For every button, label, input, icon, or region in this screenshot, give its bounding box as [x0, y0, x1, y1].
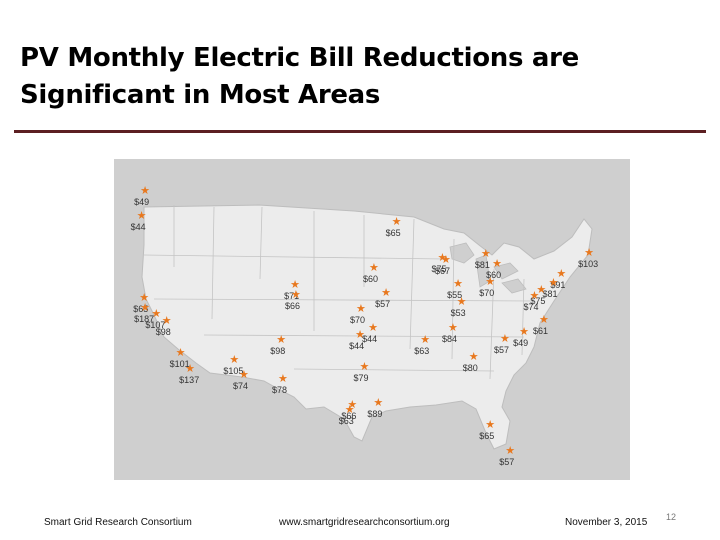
footer-org: Smart Grid Research Consortium [44, 517, 192, 528]
bill-reduction-label: $71 [284, 291, 300, 302]
bill-reduction-label: $55 [447, 290, 463, 301]
star-icon: ★ [369, 261, 379, 274]
star-icon: ★ [536, 284, 547, 297]
bill-reduction-label: $101 [169, 359, 190, 370]
bill-reduction-label: $91 [550, 279, 566, 290]
bill-reduction-label: $44 [130, 222, 146, 233]
bill-reduction-label: $63 [414, 346, 430, 357]
bill-reduction-label: $65 [133, 304, 149, 315]
us-outline [114, 159, 630, 480]
lakes [449, 242, 527, 294]
star-icon: ★ [140, 301, 150, 314]
star-icon: ★ [447, 322, 458, 335]
bill-reduction-label: $44 [362, 334, 378, 345]
bill-reduction-label: $57 [499, 456, 515, 467]
bill-reduction-label: $67 [435, 266, 451, 277]
bill-reduction-label: $75 [431, 264, 447, 275]
star-icon: ★ [276, 334, 287, 347]
bill-reduction-label: $49 [513, 337, 529, 348]
bill-reduction-label: $79 [353, 373, 369, 384]
star-icon: ★ [136, 210, 147, 223]
bill-reduction-label: $70 [350, 315, 366, 326]
star-icon: ★ [584, 247, 594, 260]
bill-reduction-label: $57 [375, 298, 391, 309]
bill-reduction-label: $98 [155, 327, 171, 338]
bill-reduction-label: $53 [450, 308, 466, 319]
bill-reduction-label: $103 [578, 259, 599, 270]
star-icon: ★ [485, 275, 496, 288]
star-icon: ★ [485, 418, 496, 431]
star-icon: ★ [229, 354, 240, 367]
star-icon: ★ [347, 399, 358, 412]
star-icon: ★ [499, 332, 510, 345]
star-icon: ★ [161, 315, 172, 328]
star-icon: ★ [151, 307, 162, 320]
bill-reduction-label: $70 [479, 287, 495, 298]
bill-reduction-label: $80 [462, 362, 478, 373]
bill-reduction-label: $49 [134, 197, 150, 208]
star-icon: ★ [381, 286, 392, 299]
star-icon: ★ [277, 373, 288, 386]
star-icon: ★ [238, 368, 249, 381]
state-borders [143, 205, 535, 380]
star-icon: ★ [290, 279, 300, 292]
star-icon: ★ [356, 303, 366, 316]
bill-reduction-label: $74 [232, 380, 248, 391]
star-icon: ★ [505, 444, 516, 457]
star-icon: ★ [556, 267, 567, 280]
footer-date: November 3, 2015 [565, 517, 648, 528]
star-icon: ★ [456, 296, 467, 309]
bill-reduction-label: $66 [341, 411, 357, 422]
bill-reduction-label: $187 [134, 313, 155, 324]
star-icon: ★ [140, 185, 150, 198]
bill-reduction-label: $74 [523, 302, 539, 313]
star-icon: ★ [519, 325, 529, 338]
star-icon: ★ [420, 334, 431, 347]
star-icon: ★ [492, 258, 503, 270]
page-number: 12 [666, 512, 677, 522]
bill-reduction-label: $65 [385, 228, 401, 239]
star-icon: ★ [437, 252, 448, 265]
star-icon: ★ [290, 288, 301, 301]
star-icon: ★ [548, 277, 559, 290]
bill-reduction-label: $89 [367, 409, 383, 420]
star-icon: ★ [175, 347, 186, 360]
bill-reduction-label: $65 [479, 430, 495, 441]
bill-reduction-label: $61 [533, 325, 549, 336]
us-map: ★ $49 ★ $44 ★ $65 ★ $187 ★ $107 ★ $98 ★ $101 ★ $137 ★ $10… [114, 159, 630, 480]
bill-reduction-label: $107 [145, 319, 166, 330]
star-icon: ★ [441, 254, 451, 267]
star-icon: ★ [344, 404, 355, 417]
star-icon: ★ [480, 248, 491, 261]
bill-reduction-label: $66 [284, 300, 301, 311]
star-icon: ★ [453, 278, 464, 291]
bill-reduction-label: $81 [542, 289, 558, 300]
star-icon: ★ [355, 329, 366, 342]
bill-reduction-label: $105 [223, 366, 244, 377]
footer-url[interactable]: www.smartgridresearchconsortium.org [279, 517, 450, 528]
bill-reduction-label: $98 [270, 346, 286, 357]
star-icon: ★ [391, 216, 402, 229]
star-icon: ★ [373, 397, 384, 410]
bill-reduction-label: $75 [530, 296, 546, 307]
bill-reduction-label: $57 [493, 344, 510, 355]
bill-reduction-label: $63 [338, 416, 354, 427]
star-icon: ★ [468, 350, 479, 363]
bill-reduction-label: $60 [363, 273, 379, 284]
star-icon: ★ [539, 313, 549, 326]
star-icon: ★ [359, 361, 370, 374]
star-icon: ★ [529, 290, 540, 303]
bill-reduction-label: $81 [474, 260, 490, 271]
star-icon: ★ [368, 322, 379, 335]
star-icon: ★ [139, 292, 150, 305]
slide-title: PV Monthly Electric Bill Reductions are … [20, 43, 580, 110]
bill-reduction-label: $137 [179, 374, 200, 385]
bill-reduction-label: $84 [441, 334, 457, 345]
title-divider [14, 130, 706, 133]
bill-reduction-label: $44 [349, 341, 365, 352]
bill-reduction-label: $78 [271, 385, 287, 396]
bill-reduction-label: $60 [486, 270, 502, 280]
star-icon: ★ [185, 362, 196, 375]
